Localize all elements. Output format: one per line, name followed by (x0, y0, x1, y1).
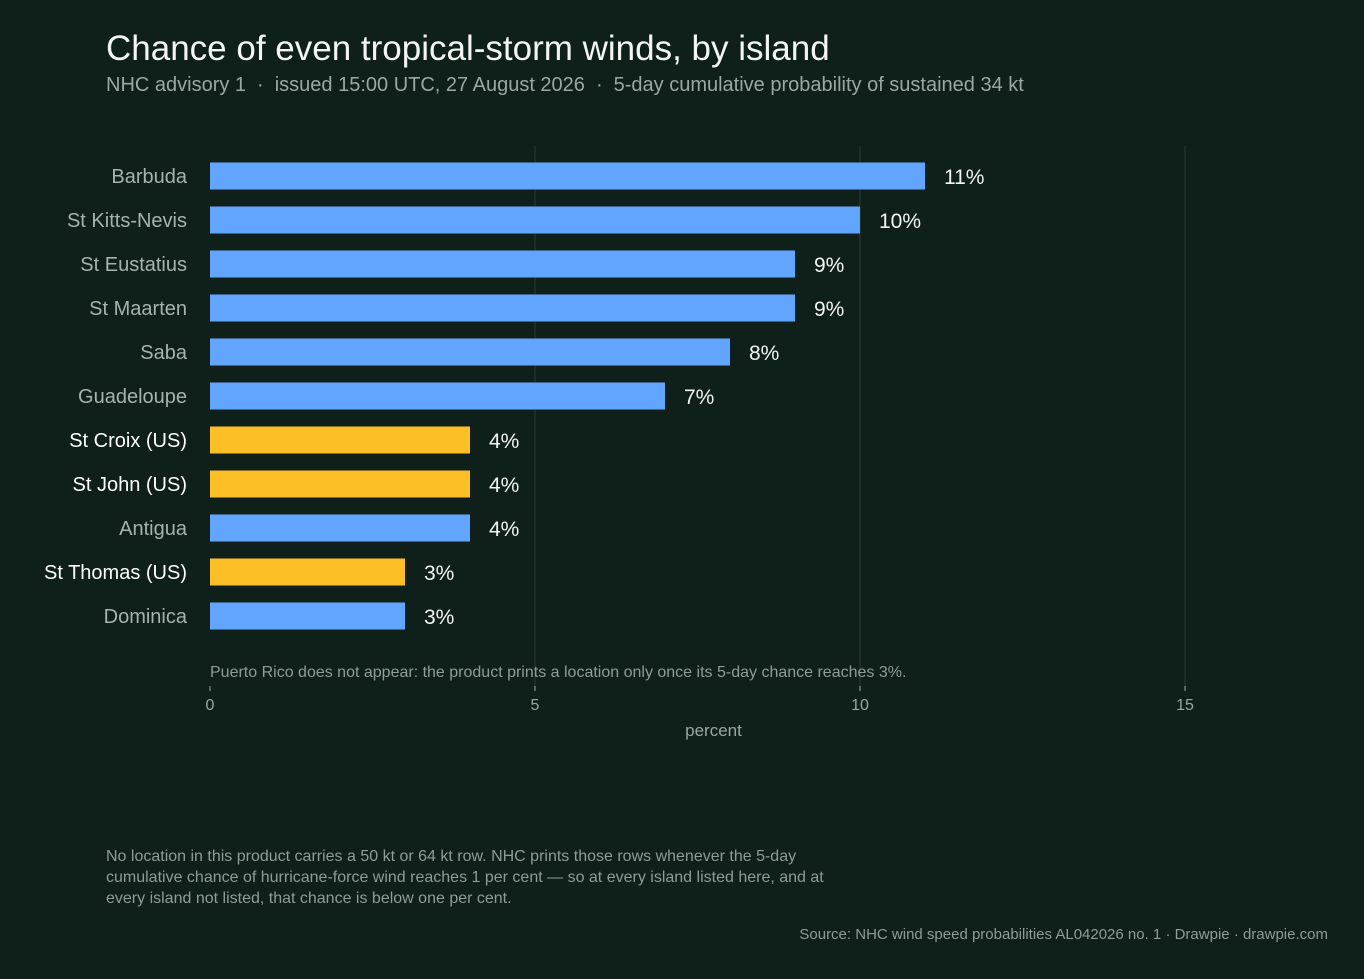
category-label: St Maarten (89, 298, 187, 320)
bar (210, 558, 405, 586)
subtitle-issued: issued 15:00 UTC, 27 August 2026 (274, 74, 585, 96)
value-label: 9% (814, 298, 844, 321)
bar (210, 426, 470, 454)
value-label: 7% (684, 386, 714, 409)
x-tick-label: 0 (206, 697, 215, 714)
category-label: St John (US) (73, 474, 187, 496)
value-label: 9% (814, 254, 844, 277)
value-label: 10% (879, 210, 921, 233)
bar (210, 338, 730, 366)
x-tick-label: 10 (851, 697, 869, 714)
value-label: 4% (489, 518, 519, 541)
chart-annotation: Puerto Rico does not appear: the product… (210, 664, 906, 681)
bar (210, 250, 795, 278)
value-label: 11% (944, 166, 984, 189)
source-credit: Source: NHC wind speed probabilities AL0… (799, 926, 1328, 943)
value-label: 4% (489, 474, 519, 497)
category-label: Barbuda (111, 166, 187, 188)
category-label: Guadeloupe (78, 386, 187, 408)
value-label: 3% (424, 606, 454, 629)
bar (210, 162, 925, 190)
bar (210, 602, 405, 630)
category-label: St Eustatius (80, 254, 187, 276)
bar (210, 382, 665, 410)
bar (210, 294, 795, 322)
chart-title: Chance of even tropical-storm winds, by … (106, 29, 830, 68)
subtitle-separator: · (595, 74, 603, 96)
category-label: Antigua (119, 518, 188, 540)
subtitle-advisory: NHC advisory 1 (106, 74, 247, 96)
footnote: No location in this product carries a 50… (106, 848, 824, 907)
value-label: 4% (489, 430, 519, 453)
x-tick-label: 5 (531, 697, 540, 714)
category-label: St Kitts-Nevis (67, 210, 187, 232)
category-label: St Thomas (US) (44, 562, 187, 584)
value-label: 3% (424, 562, 454, 585)
x-axis-label: percent (685, 721, 742, 740)
category-label: Dominica (104, 606, 188, 628)
bar-chart: Barbuda 11% St Kitts-Nevis 10% St Eustatius 9… (44, 146, 1194, 740)
bar (210, 206, 860, 234)
category-label: Saba (140, 342, 188, 364)
value-label: 8% (749, 342, 779, 365)
x-tick-label: 15 (1176, 697, 1194, 714)
category-label: St Croix (US) (69, 430, 187, 452)
subtitle-metric: 5-day cumulative probability of sustaine… (613, 74, 1024, 96)
subtitle-separator: · (257, 74, 264, 96)
chart-subtitle: NHC advisory 1 · issued 15:00 UTC, 27 Augu… (106, 74, 1024, 97)
bar (210, 514, 470, 542)
bar (210, 470, 470, 498)
